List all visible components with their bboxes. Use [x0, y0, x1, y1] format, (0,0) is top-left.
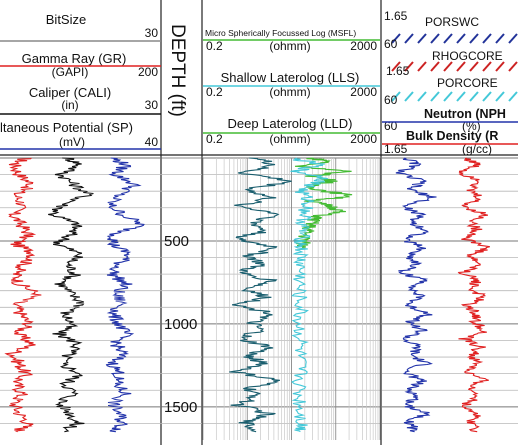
depth-tick-label: 1500 [164, 399, 197, 416]
curve-min-sp: (mV) [59, 135, 85, 149]
depth-tick-label: 500 [164, 233, 189, 250]
curve-unit-lld: (ohmm) [269, 132, 310, 146]
curve-max-lls: 2000 [350, 85, 377, 99]
depth-tick-labels: 500 1000 1500 [164, 233, 197, 416]
curve-layer [4, 157, 490, 433]
curve-bulk-density-r [457, 157, 490, 433]
curve-title-lld: Deep Laterolog (LLD) [227, 116, 352, 131]
core-marker [495, 33, 505, 44]
curve-unit-msfl: (ohmm) [269, 39, 310, 53]
curve-max-gr: 200 [138, 65, 158, 79]
core-marker [482, 91, 492, 102]
core-marker [443, 61, 453, 72]
core-marker [495, 91, 505, 102]
curve-title-sp: ltaneous Potential (SP) [0, 120, 133, 135]
curve-min-rhob: 1.65 [384, 142, 408, 156]
core-marker [456, 91, 466, 102]
curve-title-gr: Gamma Ray (GR) [22, 51, 127, 66]
curve-min-nphi: 60 [384, 119, 398, 133]
curve-min-cali: (in) [61, 98, 78, 112]
core-marker [508, 91, 518, 102]
core-marker [443, 33, 453, 44]
core-marker [417, 33, 427, 44]
core-marker [404, 61, 414, 72]
curve-unit-lls: (ohmm) [269, 85, 310, 99]
curve-max-bitsize: 30 [145, 26, 159, 40]
core-marker [430, 33, 440, 44]
core-marker [391, 91, 401, 102]
core-marker [391, 33, 401, 44]
curve-deep-laterolog-lld [229, 157, 292, 433]
curve-unit-rhob: (g/cc) [462, 142, 492, 156]
depth-tick-label: 1000 [164, 316, 197, 333]
track-3-top-value: 1.65 [384, 9, 408, 23]
curve-title-bitsize: BitSize [46, 12, 86, 27]
core-marker [404, 91, 414, 102]
core-marker [430, 61, 440, 72]
curve-caliper-cali [48, 157, 94, 433]
core-marker [430, 91, 440, 102]
curve-shallow-laterolog-lls [290, 157, 328, 433]
curve-title-lls: Shallow Laterolog (LLS) [221, 70, 360, 85]
core-marker [495, 61, 505, 72]
curve-max-sp: 40 [145, 135, 159, 149]
track-2-header: Micro Spherically Focussed Log (MSFL) 0.… [203, 28, 380, 146]
curve-gamma-ray-gr [4, 157, 42, 433]
curve-title-nphi: Neutron (NPH [424, 107, 506, 121]
curve-neutron-nph [395, 157, 437, 433]
core-marker [404, 33, 414, 44]
curve-min-lld: 0.2 [206, 132, 223, 146]
core-marker [508, 61, 518, 72]
core-marker [456, 33, 466, 44]
core-marker [443, 91, 453, 102]
curve-min-gr: (GAPI) [52, 65, 89, 79]
curve-min-msfl: 0.2 [206, 39, 223, 53]
curve-min-rhogcore: 1.65 [386, 64, 410, 78]
core-marker [469, 61, 479, 72]
track-1-header: BitSize 30 Gamma Ray (GR) (GAPI) 200 Cal… [0, 12, 161, 150]
curve-max-msfl: 2000 [350, 39, 377, 53]
depth-axis-title: DEPTH (ft) [167, 24, 188, 117]
curve-min-porswc: 60 [384, 37, 398, 51]
core-marker [391, 61, 401, 72]
core-marker [417, 91, 427, 102]
curve-min-porcore: 60 [384, 93, 398, 107]
core-marker [417, 61, 427, 72]
curve-title-rhogcore: RHOGCORE [432, 49, 503, 63]
marker-row-porswc [391, 33, 518, 44]
core-marker [482, 33, 492, 44]
core-marker [456, 61, 466, 72]
curve-min-lls: 0.2 [206, 85, 223, 99]
curve-max-cali: 30 [145, 98, 159, 112]
marker-row-rhogcore [391, 61, 518, 72]
curve-title-msfl: Micro Spherically Focussed Log (MSFL) [205, 28, 356, 38]
core-marker [469, 91, 479, 102]
core-marker [469, 33, 479, 44]
curve-max-lld: 2000 [350, 132, 377, 146]
curve-title-rhob: Bulk Density (R [406, 129, 498, 143]
core-marker [508, 33, 518, 44]
track-3-header: 1.65 PORSWC 60 RHOGCORE 1.65 PORCORE 60 … [382, 9, 518, 156]
curve-title-cali: Caliper (CALI) [29, 85, 111, 100]
curve-title-porcore: PORCORE [437, 76, 498, 90]
marker-row-porcore [391, 91, 518, 102]
core-marker [482, 61, 492, 72]
curve-micro-spherically-focussed-log-msfl [294, 157, 353, 249]
curve-title-porswc: PORSWC [425, 15, 479, 29]
curve-ltaneous-potential-sp [105, 157, 145, 433]
